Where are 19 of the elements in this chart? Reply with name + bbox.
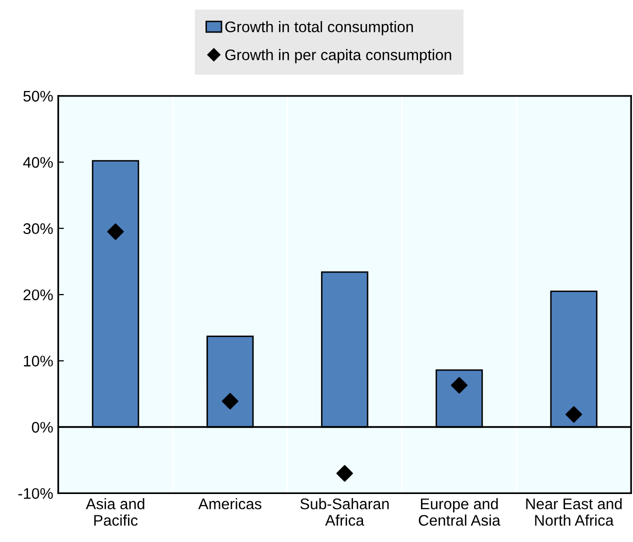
y-tick-label: 10% <box>24 356 53 366</box>
y-tick-label: 0% <box>32 422 53 433</box>
y-tick-label: 30% <box>23 223 53 234</box>
x-tick-label: Europe and Central Asia <box>418 498 500 526</box>
y-tick-label: 20% <box>24 289 53 300</box>
point <box>566 406 582 423</box>
x-tick-label: Near East and North Africa <box>526 498 622 526</box>
x-tick-label: Asia and Pacific <box>86 498 144 526</box>
x-tick-label: Americas <box>198 498 262 510</box>
point <box>107 223 124 240</box>
y-tick-label: 40% <box>23 157 53 168</box>
y-tick-label: 50% <box>23 90 53 102</box>
point <box>450 376 468 394</box>
y-tick-label: -10% <box>18 488 53 499</box>
point <box>222 392 238 410</box>
legend-label: Growth in total consumption <box>225 21 413 36</box>
x-tick-label: Sub-Saharan Africa <box>300 498 389 526</box>
legend-label: Growth in per capita consumption <box>225 49 452 64</box>
point <box>336 465 353 482</box>
